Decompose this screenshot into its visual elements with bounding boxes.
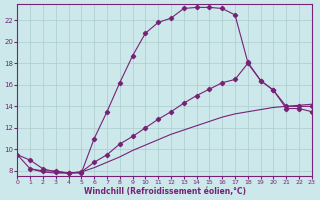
X-axis label: Windchill (Refroidissement éolien,°C): Windchill (Refroidissement éolien,°C) [84,187,245,196]
